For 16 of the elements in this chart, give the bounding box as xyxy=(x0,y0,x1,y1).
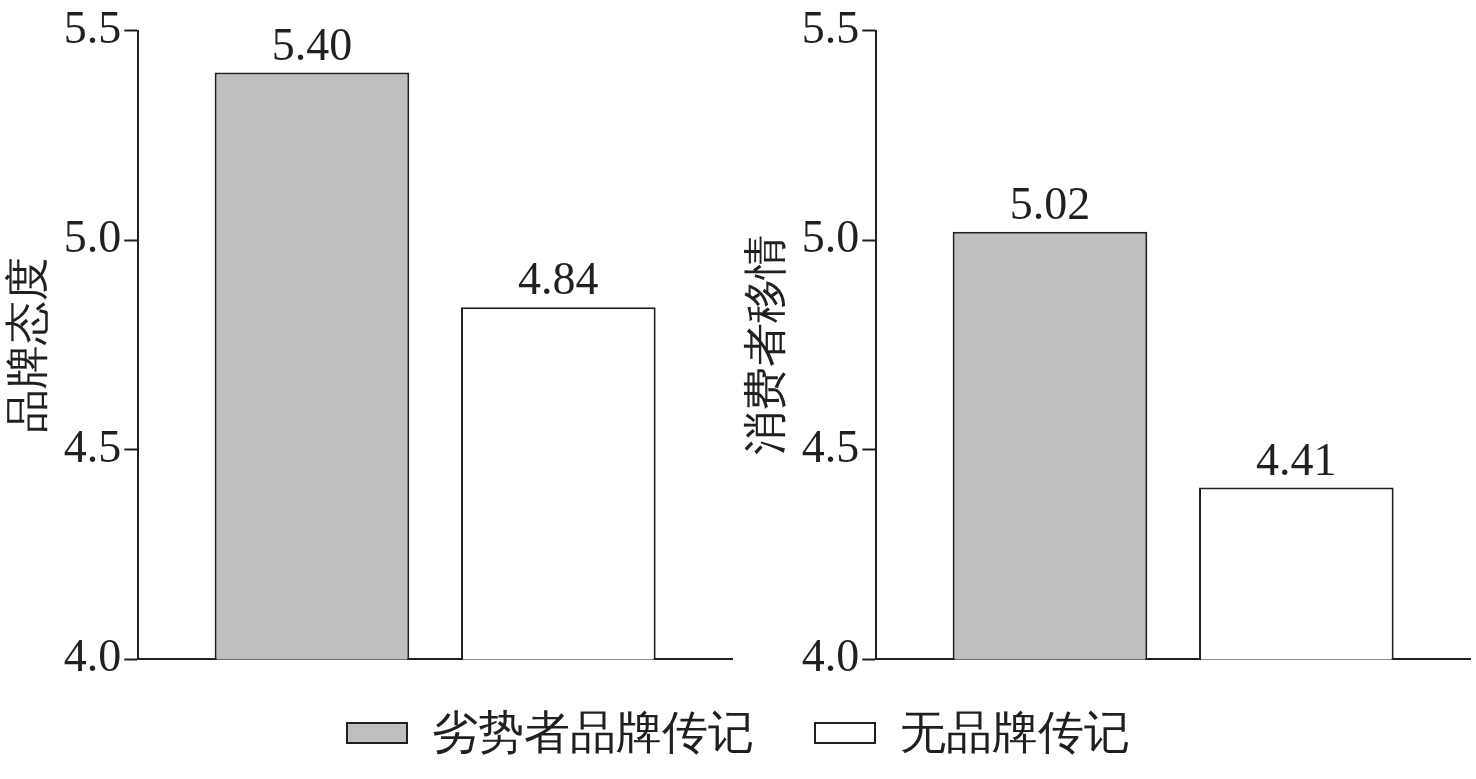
y-tick-label: 4.5 xyxy=(801,420,860,472)
y-tick-label: 5.5 xyxy=(801,1,860,53)
data-label: 5.40 xyxy=(271,18,353,70)
legend-label: 劣势者品牌传记 xyxy=(432,706,754,760)
y-tick-label: 4.0 xyxy=(801,630,860,682)
y-tick-label: 5.5 xyxy=(63,1,122,53)
data-label: 4.84 xyxy=(518,253,599,305)
data-label: 5.02 xyxy=(1009,177,1091,229)
text: 无品牌传记 xyxy=(900,706,1130,760)
y-tick-label: 5.0 xyxy=(801,211,860,263)
data-label: 4.41 xyxy=(1256,433,1337,485)
y-axis-title: 品牌态度 xyxy=(2,257,52,433)
y-tick-label: 4.5 xyxy=(63,420,122,472)
y-tick-label: 4.0 xyxy=(63,630,122,682)
y-axis-title: 消费者移情 xyxy=(740,235,790,455)
y-tick-label: 5.0 xyxy=(63,211,122,263)
